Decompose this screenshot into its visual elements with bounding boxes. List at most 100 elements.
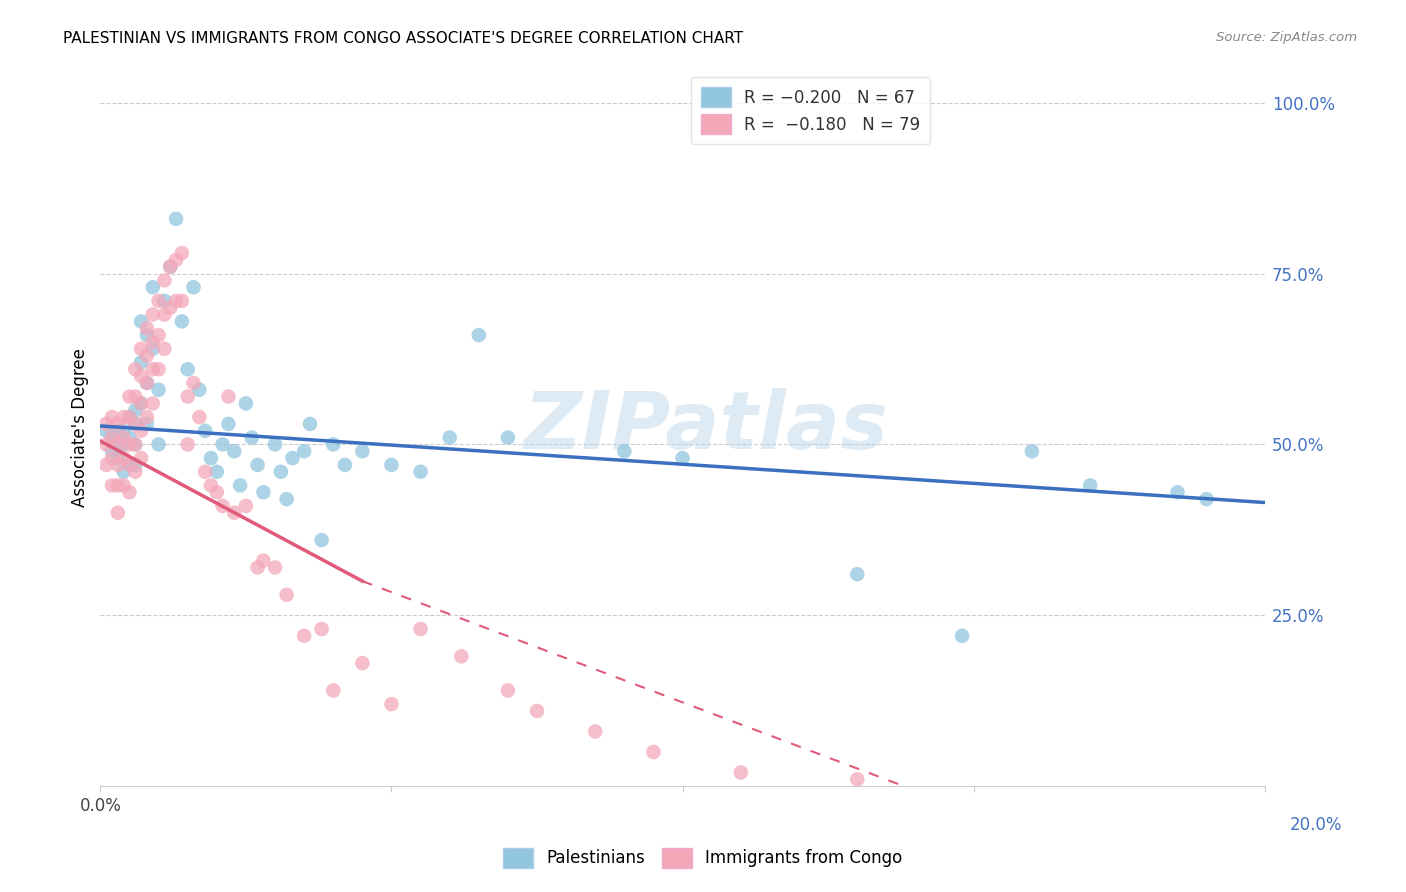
Point <box>165 211 187 226</box>
Point <box>643 745 665 759</box>
Point <box>118 458 141 472</box>
Point <box>235 396 257 410</box>
Point <box>176 362 198 376</box>
Point <box>136 410 159 425</box>
Point <box>276 492 298 507</box>
Point <box>153 308 176 322</box>
Legend: Palestinians, Immigrants from Congo: Palestinians, Immigrants from Congo <box>496 841 910 875</box>
Point <box>148 328 170 343</box>
Point <box>194 465 217 479</box>
Point <box>950 629 973 643</box>
Point <box>846 772 869 787</box>
Point <box>217 390 239 404</box>
Point <box>124 437 146 451</box>
Point <box>107 451 129 466</box>
Point <box>380 458 402 472</box>
Point <box>96 437 118 451</box>
Point <box>159 260 181 274</box>
Point <box>101 451 124 466</box>
Point <box>211 499 233 513</box>
Point <box>176 390 198 404</box>
Legend: R = −0.200   N = 67, R =  −0.180   N = 79: R = −0.200 N = 67, R = −0.180 N = 79 <box>690 77 931 145</box>
Point <box>159 301 181 315</box>
Point <box>170 293 193 308</box>
Point <box>107 437 129 451</box>
Point <box>298 417 321 431</box>
Point <box>276 588 298 602</box>
Point <box>183 280 205 294</box>
Point <box>142 334 165 349</box>
Point <box>136 321 159 335</box>
Point <box>101 431 124 445</box>
Point <box>129 342 152 356</box>
Point <box>112 410 135 425</box>
Point <box>118 431 141 445</box>
Point <box>224 444 246 458</box>
Text: PALESTINIAN VS IMMIGRANTS FROM CONGO ASSOCIATE'S DEGREE CORRELATION CHART: PALESTINIAN VS IMMIGRANTS FROM CONGO ASS… <box>63 31 744 46</box>
Point <box>96 424 118 438</box>
Point <box>136 417 159 431</box>
Point <box>170 246 193 260</box>
Point <box>200 451 222 466</box>
Point <box>112 437 135 451</box>
Point <box>107 478 129 492</box>
Point <box>136 376 159 390</box>
Point <box>96 417 118 431</box>
Point <box>380 697 402 711</box>
Point <box>671 451 693 466</box>
Point <box>118 410 141 425</box>
Point <box>188 410 211 425</box>
Point <box>148 362 170 376</box>
Point <box>107 417 129 431</box>
Point <box>526 704 548 718</box>
Point <box>112 478 135 492</box>
Point <box>205 465 228 479</box>
Point <box>153 273 176 287</box>
Point <box>846 567 869 582</box>
Point <box>270 465 292 479</box>
Point <box>322 437 344 451</box>
Point <box>101 444 124 458</box>
Point <box>176 437 198 451</box>
Point <box>101 410 124 425</box>
Point <box>583 724 606 739</box>
Point <box>107 424 129 438</box>
Point <box>129 396 152 410</box>
Point <box>124 465 146 479</box>
Point <box>183 376 205 390</box>
Point <box>496 431 519 445</box>
Point <box>246 560 269 574</box>
Point <box>129 424 152 438</box>
Point <box>101 478 124 492</box>
Point <box>292 444 315 458</box>
Point <box>142 396 165 410</box>
Point <box>194 424 217 438</box>
Point <box>1021 444 1043 458</box>
Point <box>217 417 239 431</box>
Point <box>118 390 141 404</box>
Point <box>292 629 315 643</box>
Point <box>118 437 141 451</box>
Point <box>136 328 159 343</box>
Point <box>112 424 135 438</box>
Point <box>124 458 146 472</box>
Point <box>205 485 228 500</box>
Point <box>118 458 141 472</box>
Text: 20.0%: 20.0% <box>1291 816 1343 834</box>
Point <box>129 369 152 384</box>
Point <box>352 656 374 670</box>
Text: ZIPatlas: ZIPatlas <box>523 388 889 467</box>
Point <box>235 499 257 513</box>
Point <box>322 683 344 698</box>
Point <box>124 390 146 404</box>
Point <box>229 478 252 492</box>
Point <box>409 622 432 636</box>
Point <box>142 362 165 376</box>
Point <box>107 437 129 451</box>
Point <box>252 485 274 500</box>
Point <box>1166 485 1188 500</box>
Point <box>101 431 124 445</box>
Point <box>148 293 170 308</box>
Point <box>153 342 176 356</box>
Point <box>264 437 287 451</box>
